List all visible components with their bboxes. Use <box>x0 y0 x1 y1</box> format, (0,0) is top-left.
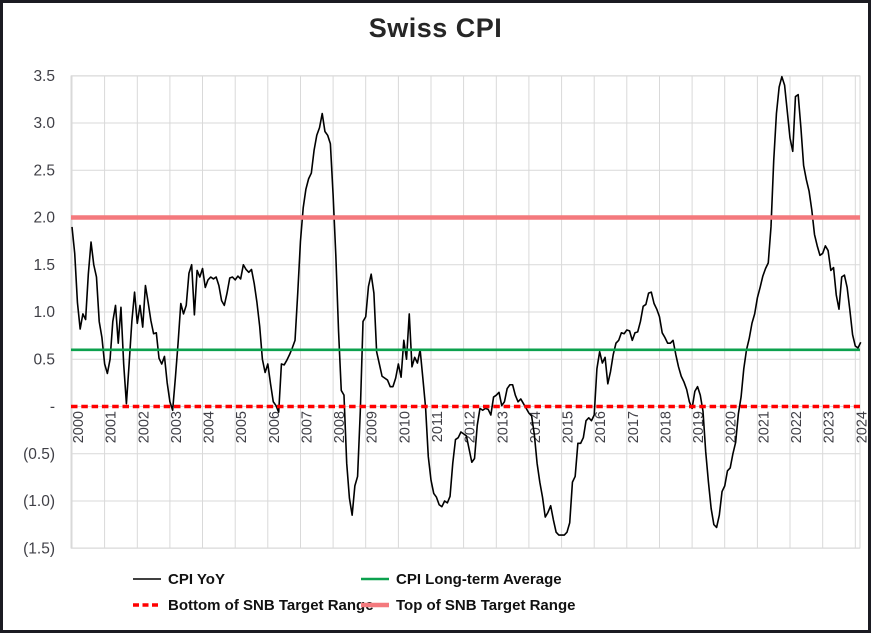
svg-text:2024: 2024 <box>854 411 870 443</box>
svg-text:(1.0): (1.0) <box>23 493 55 510</box>
svg-text:2017: 2017 <box>626 411 642 443</box>
svg-text:2001: 2001 <box>104 411 120 443</box>
svg-text:2010: 2010 <box>397 411 413 443</box>
svg-text:2023: 2023 <box>822 411 838 443</box>
svg-text:2021: 2021 <box>756 411 772 443</box>
x-axis-labels: 2000 2001 2002 2003 2004 2005 2006 2007 2008 2009… <box>71 411 870 443</box>
svg-text:2011: 2011 <box>430 411 446 442</box>
svg-text:2006: 2006 <box>267 411 283 443</box>
svg-text:0.5: 0.5 <box>33 351 55 368</box>
svg-text:(0.5): (0.5) <box>23 446 55 463</box>
svg-text:2004: 2004 <box>202 411 218 443</box>
svg-text:2002: 2002 <box>136 411 152 443</box>
svg-text:2008: 2008 <box>332 411 348 443</box>
svg-text:2005: 2005 <box>234 411 250 443</box>
svg-text:2.0: 2.0 <box>33 210 55 227</box>
svg-text:(1.5): (1.5) <box>23 540 55 557</box>
svg-text:1.5: 1.5 <box>33 257 55 274</box>
svg-text:2013: 2013 <box>495 411 511 443</box>
svg-text:-: - <box>50 399 55 416</box>
svg-text:2022: 2022 <box>789 411 805 443</box>
svg-text:2015: 2015 <box>561 411 577 443</box>
chart-title: Swiss CPI <box>368 13 503 43</box>
cpi-yoy-line <box>71 75 862 536</box>
svg-text:2003: 2003 <box>169 411 185 443</box>
svg-text:2018: 2018 <box>659 411 675 443</box>
y-axis-labels: 3.5 3.0 2.5 2.0 1.5 1.0 0.5 - (0.5) (1.0) (1.5) <box>23 68 55 557</box>
svg-text:3.0: 3.0 <box>33 115 55 132</box>
svg-text:2007: 2007 <box>300 411 316 443</box>
svg-text:2016: 2016 <box>593 411 609 443</box>
svg-text:2009: 2009 <box>365 411 381 443</box>
svg-text:2000: 2000 <box>71 411 87 443</box>
svg-text:2.5: 2.5 <box>33 162 55 179</box>
svg-text:2014: 2014 <box>528 411 544 443</box>
svg-text:3.5: 3.5 <box>33 68 55 85</box>
gridlines <box>71 75 860 549</box>
plot-border <box>70 75 861 549</box>
plot-svg: 3.5 3.0 2.5 2.0 1.5 1.0 0.5 - (0.5) (1.0) (1.5) 200… <box>23 68 870 557</box>
svg-text:1.0: 1.0 <box>33 304 55 321</box>
